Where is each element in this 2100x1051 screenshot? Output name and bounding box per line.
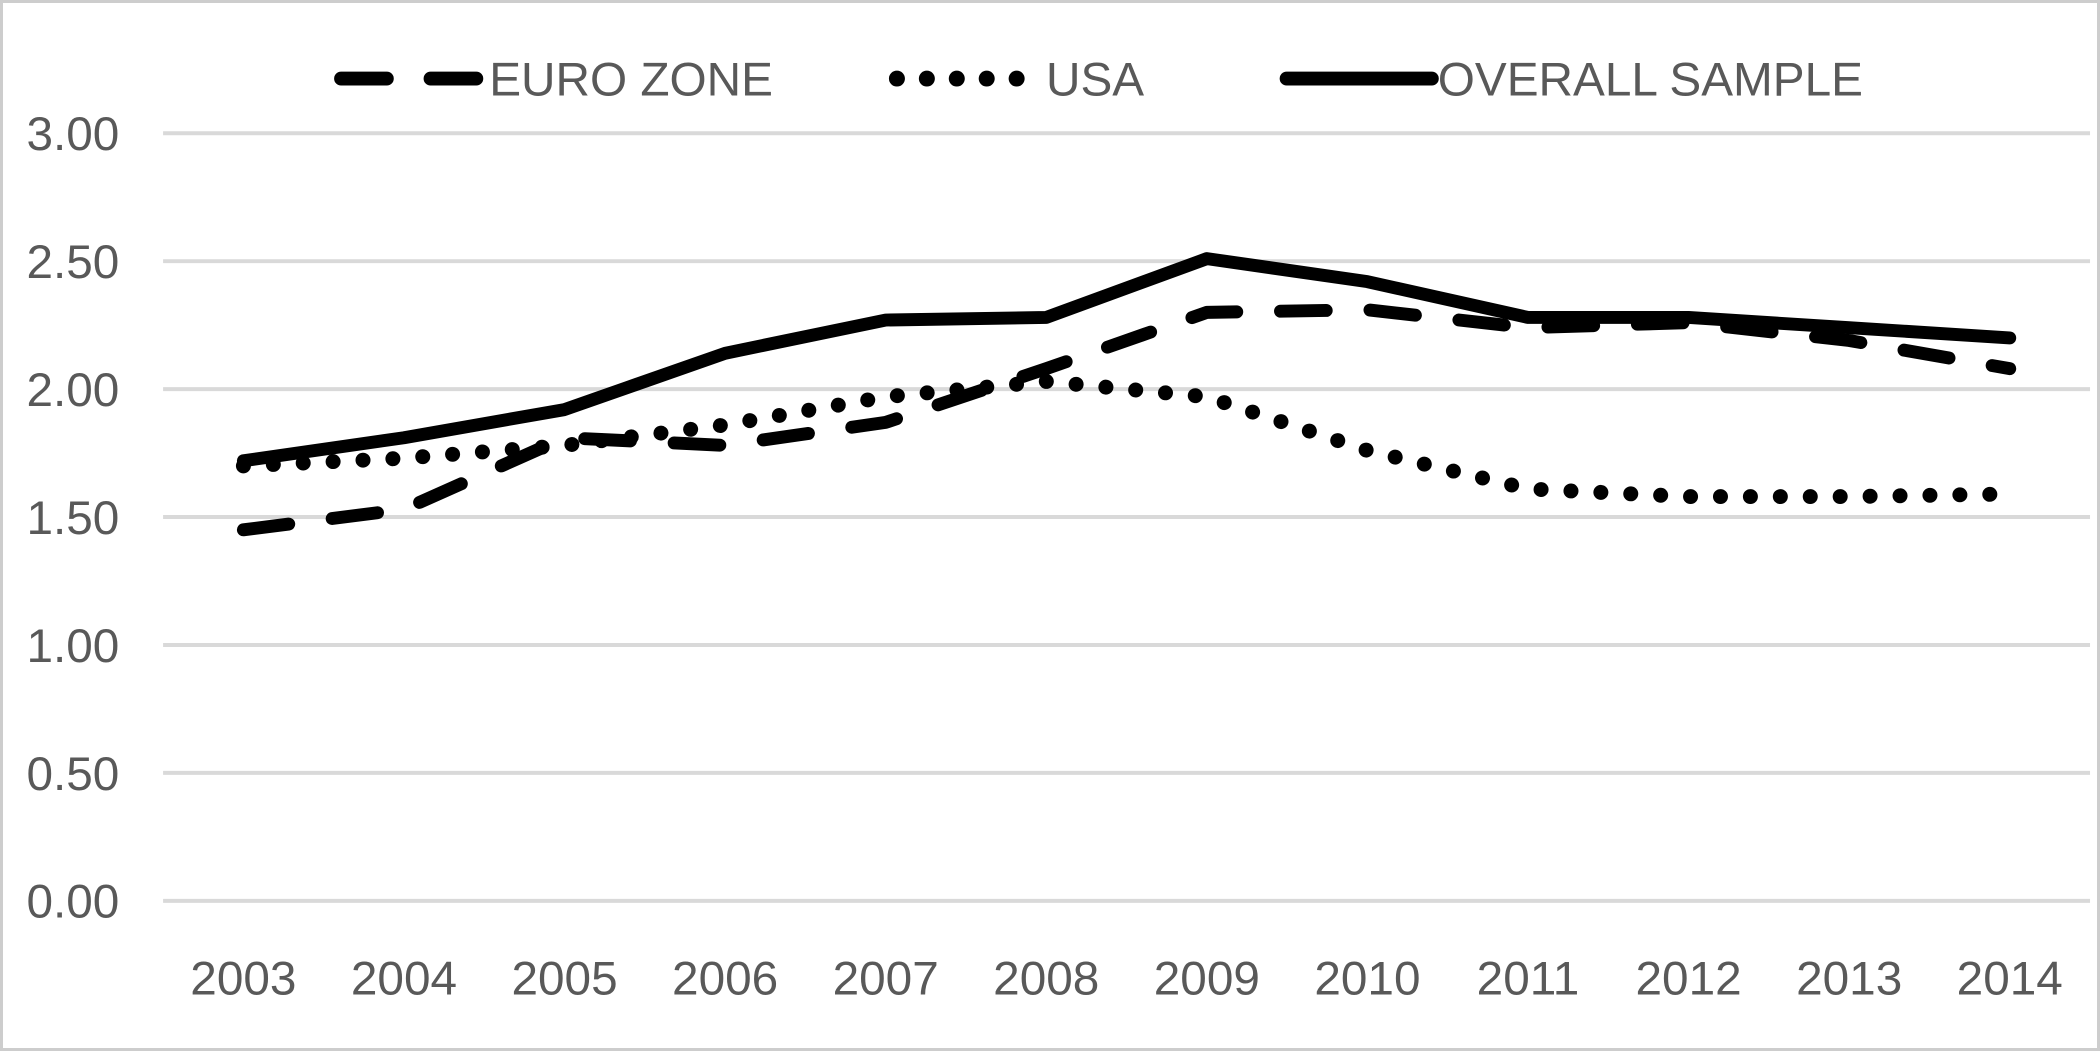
y-tick-label: 0.50	[26, 748, 119, 801]
legend-item-euro-zone: EURO ZONE	[334, 53, 773, 106]
y-tick-label: 2.00	[26, 364, 119, 417]
y-tick-label: 3.00	[26, 108, 119, 161]
x-tick-label: 2004	[351, 952, 457, 1005]
series-lines-group	[235, 252, 2018, 537]
gridlines-group	[163, 131, 2091, 903]
x-axis-tick-labels: 2003 2004 2005 2006 2007 2008 2009 2010 2011 2012…	[190, 952, 2063, 1005]
legend-label: OVERALL SAMPLE	[1438, 53, 1863, 106]
y-tick-label: 0.00	[26, 876, 119, 929]
chart-legend: EURO ZONE USA OVERALL SAMPLE	[334, 53, 1863, 106]
x-tick-label: 2009	[1154, 952, 1260, 1005]
x-tick-label: 2010	[1314, 952, 1420, 1005]
x-tick-label: 2013	[1796, 952, 1902, 1005]
line-chart: 0.000.501.001.502.002.503.00 2003 2004 200…	[26, 53, 2091, 1005]
x-tick-label: 2014	[1957, 952, 2063, 1005]
y-tick-label: 2.50	[26, 236, 119, 289]
x-tick-label: 2011	[1477, 952, 1580, 1005]
legend-item-usa: USA	[888, 53, 1144, 106]
x-tick-label: 2008	[993, 952, 1099, 1005]
y-axis-tick-labels: 0.00 0.50 1.00 1.50 2.00 2.50 3.00	[26, 108, 119, 929]
y-tick-label: 1.00	[26, 620, 119, 673]
y-tick-label: 1.50	[26, 492, 119, 545]
legend-item-overall-sample: OVERALL SAMPLE	[1279, 53, 1863, 106]
series-line-usa	[235, 373, 2018, 505]
series-line-overall-sample	[236, 252, 2017, 468]
x-tick-label: 2007	[833, 952, 939, 1005]
x-tick-label: 2003	[190, 952, 296, 1005]
legend-label: EURO ZONE	[489, 53, 773, 106]
x-tick-label: 2006	[672, 952, 778, 1005]
legend-label: USA	[1046, 53, 1144, 106]
x-tick-label: 2012	[1636, 952, 1742, 1005]
x-tick-label: 2005	[511, 952, 617, 1005]
